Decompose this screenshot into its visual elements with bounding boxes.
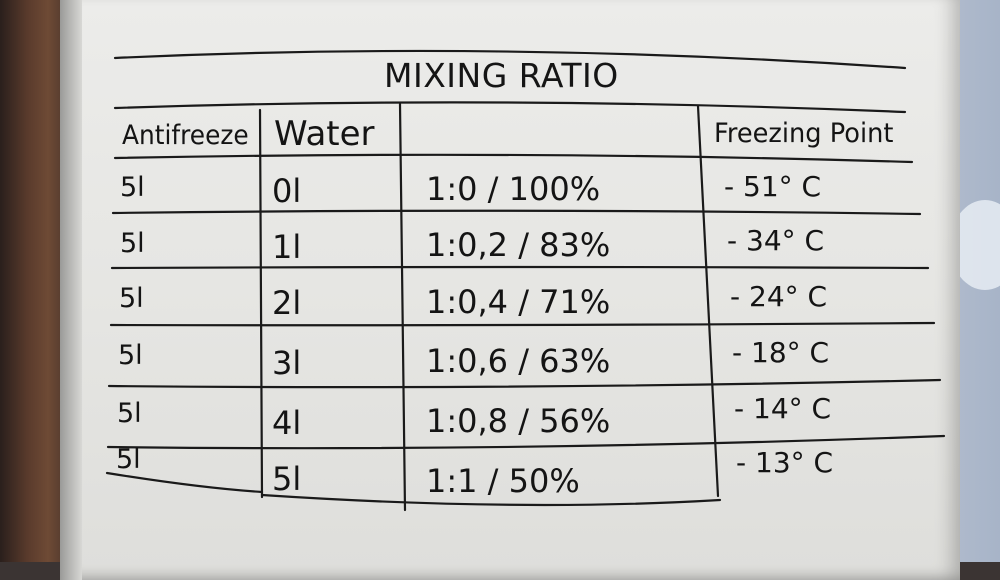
row-line-6 — [106, 434, 946, 450]
header-top-line — [113, 101, 907, 114]
row-4-freezing-point: - 18° C — [732, 336, 830, 369]
row-6-ratio: 1:1 / 50% — [426, 462, 580, 500]
row-2-freezing-point: - 34° C — [727, 224, 825, 257]
row-3-antifreeze: 5l — [119, 283, 144, 314]
row-2-water: 1l — [272, 228, 302, 266]
row-3-water: 2l — [272, 284, 302, 322]
row-line-1 — [113, 153, 914, 164]
bottom-line — [260, 493, 722, 507]
row-4-antifreeze: 5l — [118, 340, 143, 371]
row-5-ratio: 1:0,8 / 56% — [426, 402, 611, 440]
row-4-water: 3l — [272, 344, 302, 382]
header-antifreeze: Antifreeze — [122, 120, 249, 151]
table-title: MIXING RATIO — [384, 56, 619, 95]
header-water: Water — [274, 114, 375, 154]
row-line-2 — [111, 209, 922, 216]
top-rule — [113, 49, 907, 70]
row-6-freezing-point: - 13° C — [736, 446, 834, 479]
col-sep-3 — [696, 104, 720, 498]
row-2-ratio: 1:0,2 / 83% — [426, 226, 611, 264]
table-grid — [105, 49, 946, 512]
row-line-3 — [110, 265, 930, 270]
label-edge-shadow — [60, 0, 82, 580]
row-1-antifreeze: 5l — [120, 172, 145, 203]
row-line-4 — [109, 321, 936, 327]
row-5-antifreeze: 5l — [117, 398, 142, 429]
row-6-antifreeze: 5l — [116, 444, 141, 475]
col-sep-1 — [258, 108, 264, 499]
row-3-ratio: 1:0,4 / 71% — [426, 283, 611, 321]
col-sep-2 — [398, 102, 407, 512]
bottle-label — [60, 0, 960, 580]
header-freezing-point: Freezing Point — [714, 118, 894, 149]
row-5-freezing-point: - 14° C — [734, 392, 832, 425]
row-1-freezing-point: - 51° C — [724, 170, 822, 203]
row-3-freezing-point: - 24° C — [730, 280, 828, 313]
row-line-5 — [107, 378, 942, 389]
row-1-ratio: 1:0 / 100% — [426, 170, 601, 208]
row-4-ratio: 1:0,6 / 63% — [426, 342, 611, 380]
row-1-water: 0l — [272, 172, 302, 210]
row-line-7 — [105, 471, 264, 494]
row-6-water: 5l — [272, 460, 302, 498]
row-2-antifreeze: 5l — [120, 228, 145, 259]
row-5-water: 4l — [272, 404, 302, 442]
